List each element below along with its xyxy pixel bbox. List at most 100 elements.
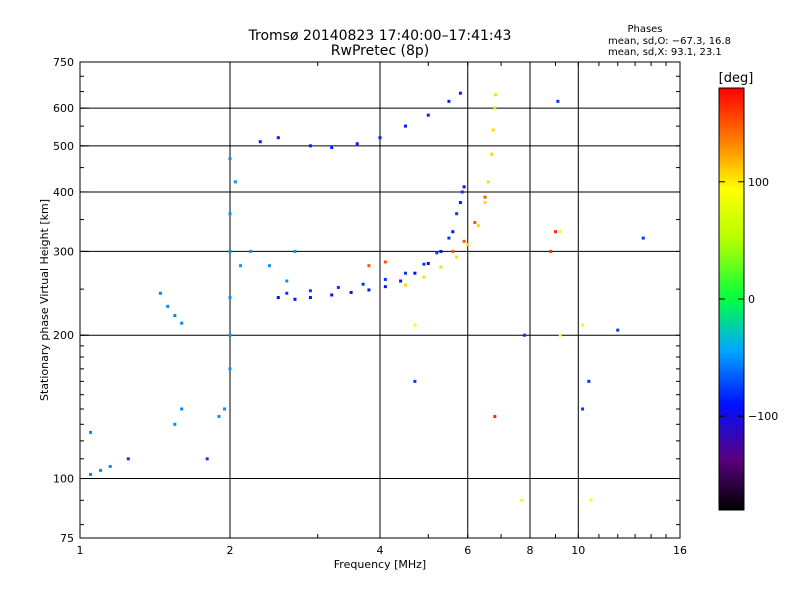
data-point [89,430,93,434]
data-point [458,201,462,205]
data-point [173,314,177,318]
data-point [422,262,426,266]
y-tick-label: 100 [53,473,74,486]
data-point [349,290,353,294]
x-tick-label: 8 [527,544,534,557]
data-point [426,113,430,117]
data-point [439,249,443,253]
data-point [285,291,289,295]
data-point [473,221,477,225]
y-tick-label: 200 [53,329,74,342]
data-point [439,265,443,269]
data-point [413,379,417,383]
data-point [355,142,359,146]
x-tick-label: 2 [227,544,234,557]
data-point [523,333,527,337]
phases-mean-x: mean, sd,X: 93.1, 23.1 [608,47,722,58]
data-point [589,498,593,502]
data-point [285,279,289,283]
data-point [223,407,227,411]
data-point [403,124,407,128]
y-tick-label: 300 [53,245,74,258]
chart-subtitle: RwPretec (8p) [331,43,429,59]
data-point [455,255,459,259]
chart-title: Tromsø 20140823 17:40:00–17:41:43 [248,28,512,44]
y-tick-label: 600 [53,102,74,115]
data-point [383,260,387,264]
gridlines [80,62,680,538]
colorbar-tick-label: 100 [748,176,769,189]
data-point [308,289,312,293]
data-point [378,136,382,140]
colorbar-tick-label: −100 [748,410,778,423]
data-point [249,249,253,253]
data-point [217,414,221,418]
data-point [493,414,497,418]
x-axis-label: Frequency [MHz] [334,558,426,571]
data-point [493,93,497,97]
x-axis-ticks: 1 2 4 6 8 10 16 [77,62,687,557]
data-point [276,296,280,300]
y-axis-ticks: 75 100 200 300 400 500 600 750 [53,56,680,545]
data-point [413,323,417,327]
data-point [641,236,645,240]
data-point [426,261,430,265]
data-point [581,323,585,327]
data-point [367,288,371,292]
data-point [228,333,232,337]
y-tick-label: 750 [53,56,74,69]
data-point [553,230,557,234]
data-point [413,271,417,275]
data-point [403,271,407,275]
phases-mean-o: mean, sd,O: −67.3, 16.8 [608,36,731,47]
data-point [476,224,480,228]
data-point [228,157,232,161]
data-point [308,144,312,148]
data-point [108,464,112,468]
colorbar-unit: [deg] [719,71,754,86]
data-point [293,297,297,301]
data-point [336,285,340,289]
data-point [403,283,407,287]
data-point [89,472,93,476]
data-point [267,264,271,268]
colorbar-tick-label: 0 [748,293,755,306]
x-tick-label: 1 [77,544,84,557]
colorbar: [deg] 100 0 −100 [718,71,778,511]
data-point [330,145,334,149]
data-point [435,251,439,255]
data-point [228,296,232,300]
data-point [581,407,585,411]
y-tick-label: 500 [53,140,74,153]
data-point [173,422,177,426]
data-point [228,212,232,216]
data-point [205,457,209,461]
data-point [361,282,365,286]
y-axis-label: Stationary phase Virtual Height [km] [38,199,51,401]
data-point [308,296,312,300]
data-point [422,275,426,279]
data-point [276,136,280,140]
data-point [616,328,620,332]
data-point [558,333,562,337]
x-tick-label: 4 [377,544,384,557]
data-point [490,152,494,156]
data-point [239,264,243,268]
colorbar-ticks: 100 0 −100 [719,176,778,423]
data-point [180,321,184,325]
data-point [233,180,237,184]
data-point [166,304,170,308]
data-point [460,190,464,194]
data-point [587,379,591,383]
data-point [483,195,487,199]
data-point [367,264,371,268]
data-point [293,249,297,253]
data-point [447,99,451,103]
y-tick-label: 400 [53,186,74,199]
data-point [520,498,524,502]
data-point [258,140,262,144]
data-point [458,91,462,95]
data-point [455,212,459,216]
data-point [556,99,560,103]
